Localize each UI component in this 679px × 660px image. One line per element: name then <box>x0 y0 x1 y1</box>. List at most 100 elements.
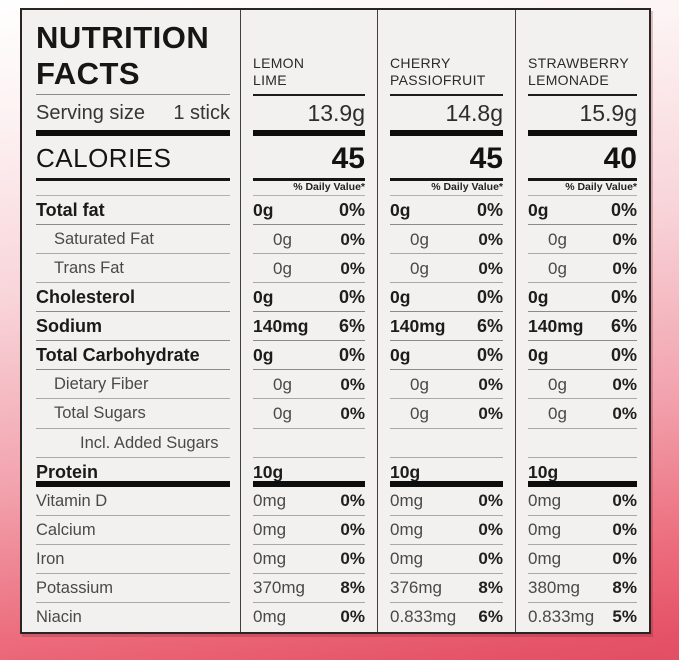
nutrient-daily-value-percent: 0% <box>340 229 365 249</box>
nutrient-label: Total Sugars <box>54 404 146 423</box>
flavor-name: CHERRY PASSIOFRUIT <box>378 10 515 94</box>
nutrient-daily-value-percent: 8% <box>478 578 503 598</box>
nutrient-amount: 10g <box>390 461 421 482</box>
flavor-name: STRAWBERRY LEMONADE <box>516 10 649 94</box>
nutrient-daily-value-percent: 6% <box>338 316 365 337</box>
nutrient-value-row: 0g 0% <box>241 254 377 284</box>
nutrient-label: Incl. Added Sugars <box>80 433 219 452</box>
nutrient-amount: 0.833mg <box>390 607 457 627</box>
nutrient-amount: 0mg <box>390 520 424 540</box>
nutrient-amount: 10g <box>528 461 559 482</box>
nutrient-daily-value-percent: 0% <box>612 403 637 423</box>
nutrient-value-row: 0mg 0% <box>378 516 515 545</box>
nutrient-amount: 0g <box>410 229 429 249</box>
flavor-name-line2: LIME <box>253 71 287 88</box>
nutrient-amount: 0mg <box>528 520 562 540</box>
flavor-name-divider <box>378 94 515 96</box>
flavor-name-line2: PASSIOFRUIT <box>390 71 486 88</box>
nutrient-daily-value-percent: 0% <box>612 520 637 540</box>
nutrient-label: Calcium <box>36 520 96 539</box>
header-bottom-divider <box>516 195 649 196</box>
nutrient-value-row: 0g 0% <box>516 399 649 429</box>
nutrient-amount: 0g <box>253 287 274 308</box>
nutrient-daily-value-percent: 0% <box>610 345 637 366</box>
calories-divider <box>22 178 240 181</box>
nutrient-amount: 0g <box>548 258 567 278</box>
nutrient-daily-value-percent: 0% <box>612 374 637 394</box>
calories-value-divider <box>378 178 515 181</box>
nutrient-daily-value-percent: 6% <box>476 316 503 337</box>
nutrient-label-row: Calcium <box>22 516 240 545</box>
nutrient-value-row: 0g 0% <box>378 341 515 371</box>
flavor-name-line2: LEMONADE <box>528 71 609 88</box>
nutrient-value-row: 380mg 8% <box>516 574 649 603</box>
nutrient-daily-value-percent: 0% <box>610 287 637 308</box>
nutrient-amount: 0g <box>528 345 549 366</box>
nutrient-value-row: 376mg 8% <box>378 574 515 603</box>
calories-value: 45 <box>331 141 365 175</box>
nutrient-value-row: 10g <box>378 458 515 487</box>
nutrient-amount: 0g <box>253 345 274 366</box>
flavor-column-header: LEMON LIME 13.9g 45 % Daily Value* <box>241 10 377 196</box>
nutrient-daily-value-percent: 0% <box>340 403 365 423</box>
nutrient-amount: 0g <box>253 200 274 221</box>
nutrient-value-row: 0g 0% <box>378 399 515 429</box>
nutrient-amount: 0g <box>410 374 429 394</box>
flavor-column-cherry-passiofruit: CHERRY PASSIOFRUIT 14.8g 45 % Daily Valu… <box>377 10 515 632</box>
weight-thick-rule <box>516 130 649 137</box>
daily-value-note: % Daily Value* <box>293 181 365 193</box>
nutrient-daily-value-percent: 0% <box>338 345 365 366</box>
nutrient-amount: 0g <box>548 374 567 394</box>
nutrient-amount: 10g <box>253 461 284 482</box>
nutrient-daily-value-percent: 0% <box>340 374 365 394</box>
nutrient-label: Total fat <box>36 200 105 221</box>
nutrient-amount: 0g <box>273 258 292 278</box>
nutrient-label-row: Iron <box>22 545 240 574</box>
nutrient-amount: 0mg <box>528 549 562 569</box>
calories-value: 45 <box>469 141 503 175</box>
nutrition-facts-panel: NUTRITION FACTS Serving size 1 stick CALO… <box>20 8 651 634</box>
nutrient-value-row: 140mg 6% <box>516 312 649 342</box>
nutrient-value-row: 0mg 0% <box>241 603 377 632</box>
nutrient-daily-value-percent: 0% <box>340 258 365 278</box>
nutrient-value-row: 0mg 0% <box>516 487 649 516</box>
nutrient-amount: 140mg <box>390 316 446 337</box>
calories-value-divider <box>241 178 377 181</box>
weight-thick-rule <box>378 130 515 137</box>
serving-weight-value: 13.9g <box>307 100 365 126</box>
daily-value-note: % Daily Value* <box>565 181 637 193</box>
nutrient-amount: 0mg <box>253 607 287 627</box>
nutrient-value-row: 0g 0% <box>378 225 515 255</box>
nutrient-value-row: 0mg 0% <box>241 516 377 545</box>
flavor-name-divider <box>516 94 649 96</box>
flavor-column-header: CHERRY PASSIOFRUIT 14.8g 45 % Daily Valu… <box>378 10 515 196</box>
panel-title: NUTRITION FACTS <box>22 10 240 92</box>
nutrient-label-row: Potassium <box>22 574 240 603</box>
flavor-name-divider <box>241 94 377 96</box>
nutrient-label-row: Incl. Added Sugars <box>22 429 240 458</box>
nutrient-value-row: 0g 0% <box>378 254 515 284</box>
nutrient-value-row: 0g 0% <box>241 370 377 400</box>
nutrient-label-row: Saturated Fat <box>22 225 240 255</box>
nutrient-amount: 0mg <box>390 549 424 569</box>
nutrient-label: Protein <box>36 461 99 482</box>
nutrition-table: NUTRITION FACTS Serving size 1 stick CALO… <box>22 10 649 632</box>
nutrient-amount: 0g <box>390 200 411 221</box>
nutrient-label-row: Niacin <box>22 603 240 632</box>
nutrient-label-row: Total fat <box>22 196 240 226</box>
nutrient-value-row <box>378 429 515 458</box>
nutrient-daily-value-percent: 8% <box>612 578 637 598</box>
nutrient-value-row: 370mg 8% <box>241 574 377 603</box>
nutrient-label-row: Cholesterol <box>22 283 240 313</box>
header-bottom-divider <box>22 195 240 196</box>
flavor-column-lemon-lime: LEMON LIME 13.9g 45 % Daily Value* 0g 0%… <box>240 10 377 632</box>
flavor-name-line1: CHERRY <box>390 55 451 71</box>
serving-weight-value: 15.9g <box>579 100 637 126</box>
nutrient-amount: 0mg <box>390 491 424 511</box>
nutrient-value-row: 0g 0% <box>241 283 377 313</box>
nutrient-value-row: 0mg 0% <box>516 516 649 545</box>
nutrient-daily-value-percent: 0% <box>612 258 637 278</box>
nutrient-value-row: 0mg 0% <box>241 487 377 516</box>
nutrient-value-row: 0g 0% <box>516 196 649 226</box>
nutrient-amount: 0g <box>548 403 567 423</box>
